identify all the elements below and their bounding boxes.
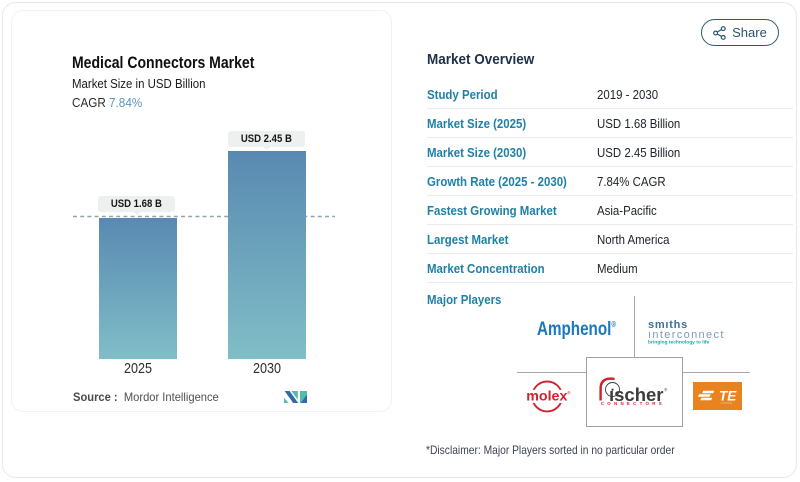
- svg-text:TE: TE: [719, 389, 737, 404]
- svg-text:connectivity: connectivity: [721, 402, 733, 405]
- svg-text:®: ®: [567, 390, 571, 397]
- svg-text:ıscher: ıscher: [609, 384, 664, 405]
- svg-text:molex: molex: [526, 389, 567, 405]
- svg-text:CONNECTORS: CONNECTORS: [601, 401, 665, 406]
- svg-text:®: ®: [664, 387, 668, 393]
